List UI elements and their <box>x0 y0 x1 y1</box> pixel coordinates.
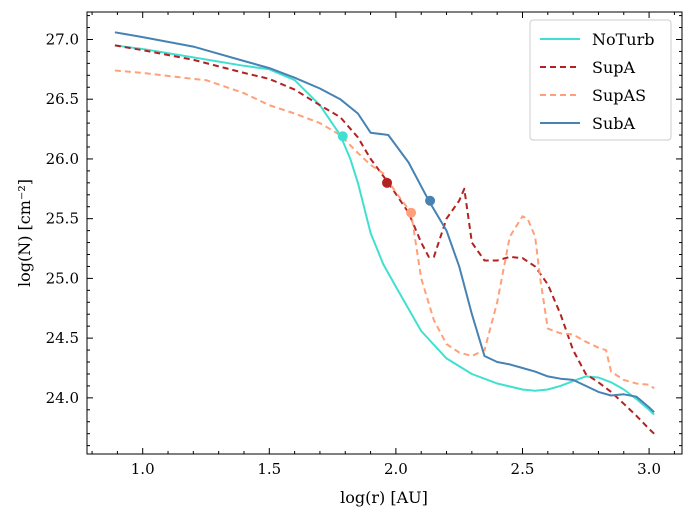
series-layer <box>114 31 655 435</box>
plot-frame <box>86 11 683 455</box>
x-tick-label: 3.0 <box>637 460 661 478</box>
x-tick-label: 1.0 <box>131 460 155 478</box>
marker-supa <box>382 177 393 188</box>
y-tick-label: 25.0 <box>46 269 79 287</box>
x-tick-label: 2.5 <box>511 460 535 478</box>
series-line-supa <box>114 44 655 435</box>
tick-layer: 1.0 1.5 2.0 2.5 3.0 24.0 24.5 25.0 25.5 26.0 26.5 2… <box>46 12 682 478</box>
legend: NoTurb SupA SupAS SubA <box>529 19 672 141</box>
y-axis-label: log(N) [cm⁻²] <box>15 179 34 287</box>
legend-label-supas: SupAS <box>592 86 646 105</box>
y-tick-label: 25.5 <box>46 210 79 228</box>
x-axis-label: log(r) [AU] <box>340 488 428 507</box>
y-tick-label: 27.0 <box>46 30 79 48</box>
y-tick-label: 24.5 <box>46 329 79 347</box>
legend-frame <box>529 19 672 141</box>
y-tick-label: 24.0 <box>46 389 79 407</box>
marker-supas <box>406 207 417 218</box>
marker-layer <box>337 131 436 218</box>
marker-suba <box>425 195 436 206</box>
x-tick-label: 1.5 <box>257 460 281 478</box>
legend-label-noturb: NoTurb <box>592 30 655 49</box>
marker-noturb <box>337 131 348 142</box>
x-tick-label: 2.0 <box>384 460 408 478</box>
series-line-noturb <box>114 44 655 416</box>
legend-label-suba: SubA <box>592 114 636 133</box>
y-tick-label: 26.0 <box>46 150 79 168</box>
series-line-supas <box>114 69 655 390</box>
y-tick-label: 26.5 <box>46 90 79 108</box>
series-line-suba <box>114 31 655 413</box>
legend-label-supa: SupA <box>592 58 636 77</box>
